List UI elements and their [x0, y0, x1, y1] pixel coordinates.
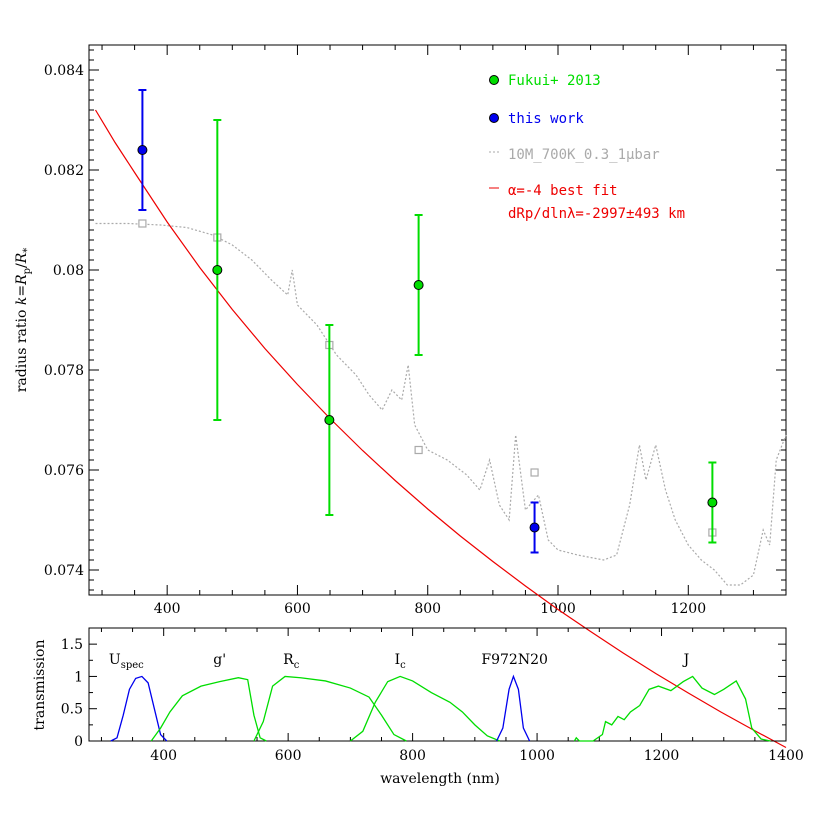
top-x-tick-label: 600	[284, 601, 311, 617]
filter-label: Rc	[283, 652, 300, 671]
top-plot-frame	[88, 44, 787, 596]
bottom-x-tick-label: 600	[275, 748, 302, 764]
filter-curve-i	[349, 675, 500, 742]
bottom-axis-ticks: 400 600 800 1000 1200 1400 0 0.5 1 1.5	[61, 628, 804, 764]
bottom-x-tick-label: 1400	[768, 748, 804, 764]
filter-label: J	[682, 652, 690, 668]
top-x-tick-label: 1200	[670, 601, 706, 617]
bottom-plot-frame	[88, 627, 787, 742]
data-points	[137, 89, 718, 554]
model-band-marker	[138, 219, 147, 228]
top-y-tick-label: 0.08	[53, 263, 84, 279]
model-spectrum-line	[95, 222, 787, 586]
top-y-tick-label: 0.076	[44, 463, 84, 479]
model-band-marker	[414, 445, 423, 455]
top-y-tick-label: 0.082	[44, 163, 84, 179]
filter-label: Uspec	[109, 652, 144, 671]
fukui-data-point	[413, 280, 424, 290]
model-band-marker	[530, 468, 539, 477]
bottom-y-axis-label: transmission	[32, 640, 48, 731]
top-y-tick-label: 0.074	[44, 563, 84, 579]
transmission-panel: 400 600 800 1000 1200 1400 0 0.5 1 1.5 Uspec g' Rc I…	[32, 627, 804, 787]
filter-label: F972N20	[481, 652, 548, 668]
filter-curve-g	[150, 677, 267, 742]
legend-fukui-marker	[489, 75, 499, 85]
radius-ratio-panel: 400 600 800 1000 12000.0740.0760.0780.080.08…	[14, 44, 787, 749]
bottom-x-tick-label: 1200	[644, 748, 680, 764]
legend-fit-label-line2: dRp/dlnλ=-2997±493 km	[508, 206, 685, 222]
top-x-tick-label: 800	[414, 601, 441, 617]
top-y-axis-label: radius ratio k=Rp/R*	[14, 248, 33, 393]
legend-fit-label: α=-4 best fit	[508, 183, 618, 199]
filter-curve-j	[573, 675, 771, 742]
bottom-x-tick-label: 800	[399, 748, 426, 764]
filter-label: Ic	[395, 652, 407, 671]
this-work-data-point	[137, 145, 148, 155]
fukui-data-point	[324, 415, 335, 425]
best-fit-line	[94, 109, 787, 749]
bottom-x-axis-label: wavelength (nm)	[380, 771, 500, 787]
legend-this-work-label: this work	[508, 111, 584, 127]
fukui-data-point	[707, 497, 718, 508]
top-axis-ticks: 400 600 800 1000 12000.0740.0760.0780.080.08…	[44, 45, 786, 617]
top-y-tick-label: 0.084	[44, 63, 84, 79]
bottom-y-tick-label: 1.5	[61, 637, 83, 653]
bottom-y-tick-label: 0	[74, 734, 83, 750]
model-curve	[95, 219, 787, 586]
fukui-data-point	[212, 265, 223, 275]
this-work-data-point	[529, 522, 540, 533]
legend-this-work-marker	[489, 113, 499, 123]
bottom-x-tick-label: 400	[150, 748, 177, 764]
filter-label: g'	[213, 652, 226, 668]
filter-curve-u	[110, 675, 168, 742]
legend: Fukui+ 2013 this work 10M_700K_0.3_1μbar α=…	[489, 73, 685, 222]
bottom-y-tick-label: 0.5	[61, 702, 83, 718]
bottom-x-tick-label: 1000	[519, 748, 555, 764]
top-y-tick-label: 0.078	[44, 363, 84, 379]
legend-model-label: 10M_700K_0.3_1μbar	[508, 147, 660, 163]
filter-curve-f972n20	[496, 674, 531, 742]
best-fit-curve	[94, 109, 787, 749]
filter-curves: Uspec g' Rc Ic F972N20 J	[109, 652, 771, 742]
top-x-tick-label: 400	[154, 601, 181, 617]
filter-curve-r	[253, 675, 407, 742]
legend-fukui-label: Fukui+ 2013	[508, 73, 601, 89]
bottom-y-tick-label: 1	[74, 669, 83, 685]
